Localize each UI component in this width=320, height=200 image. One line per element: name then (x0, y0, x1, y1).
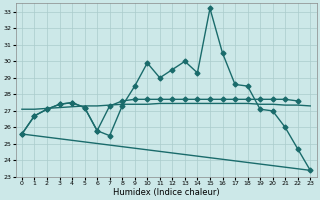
X-axis label: Humidex (Indice chaleur): Humidex (Indice chaleur) (113, 188, 220, 197)
